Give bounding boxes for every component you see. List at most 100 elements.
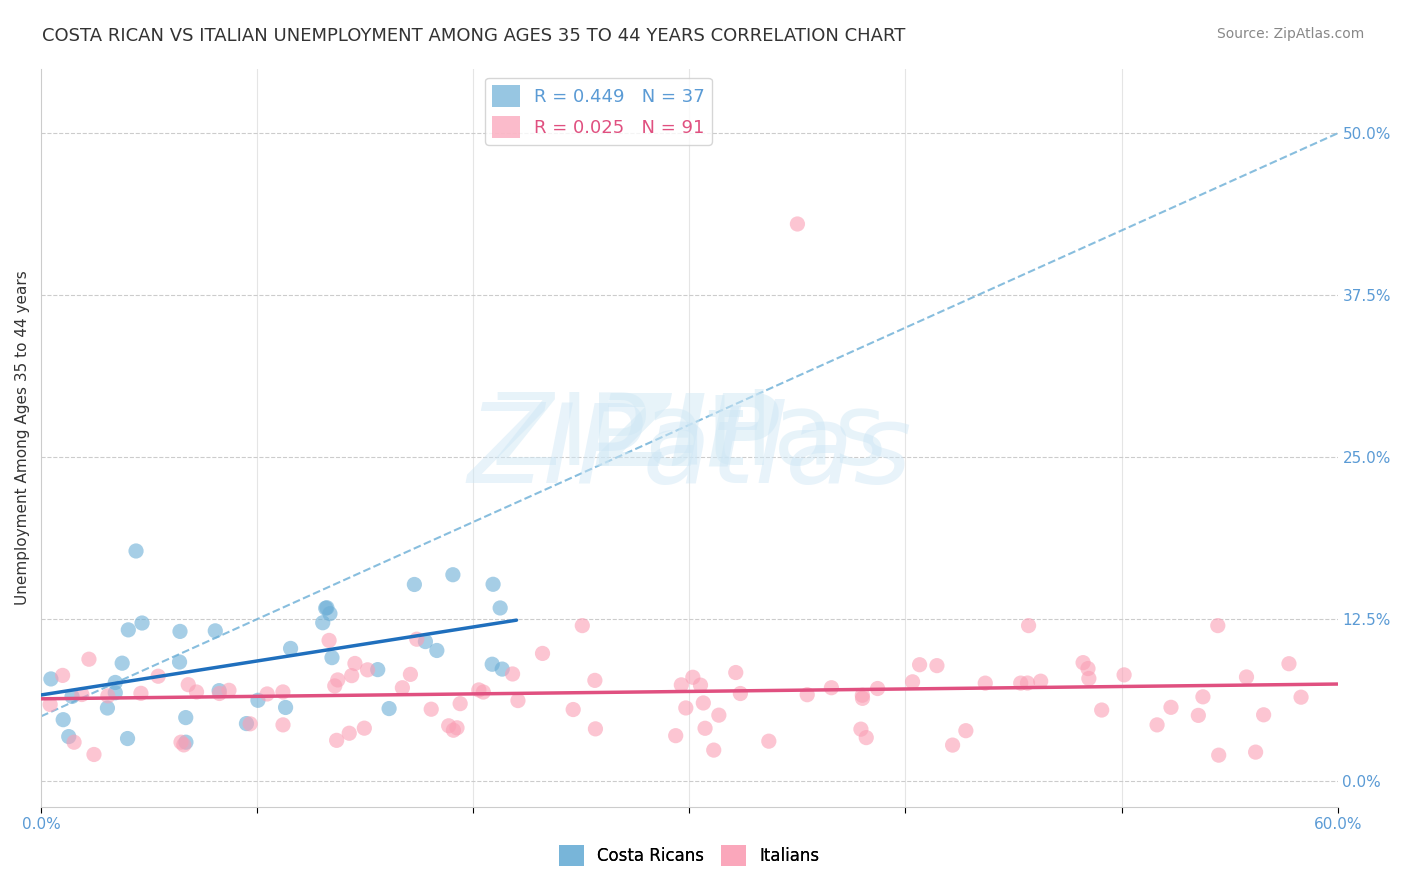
Italians bbox=[1091, 703, 1114, 717]
Costa Ricans bbox=[174, 735, 197, 749]
Italians bbox=[353, 721, 375, 735]
Costa Ricans bbox=[208, 683, 231, 698]
Italians bbox=[955, 723, 977, 738]
Costa Ricans bbox=[174, 710, 197, 724]
Italians bbox=[446, 721, 468, 735]
Italians bbox=[1289, 690, 1312, 705]
Costa Ricans bbox=[482, 577, 505, 591]
Italians bbox=[325, 733, 347, 747]
Costa Ricans bbox=[96, 701, 118, 715]
Italians bbox=[502, 667, 524, 681]
Italians bbox=[326, 673, 349, 687]
Costa Ricans bbox=[60, 690, 83, 704]
Italians bbox=[318, 633, 340, 648]
Italians bbox=[437, 719, 460, 733]
Costa Ricans bbox=[367, 663, 389, 677]
Costa Ricans bbox=[481, 657, 503, 672]
Costa Ricans bbox=[169, 655, 191, 669]
Italians bbox=[693, 721, 716, 735]
Italians bbox=[820, 681, 842, 695]
Italians bbox=[405, 632, 427, 647]
Costa Ricans bbox=[169, 624, 191, 639]
Costa Ricans bbox=[246, 693, 269, 707]
Italians bbox=[449, 697, 471, 711]
Y-axis label: Unemployment Among Ages 35 to 44 years: Unemployment Among Ages 35 to 44 years bbox=[15, 270, 30, 605]
Italians bbox=[1208, 748, 1230, 763]
Italians bbox=[583, 722, 606, 736]
Italians bbox=[786, 217, 808, 231]
Italians bbox=[692, 696, 714, 710]
Italians bbox=[70, 688, 93, 702]
Italians bbox=[730, 686, 752, 700]
Italians bbox=[1071, 656, 1094, 670]
Italians bbox=[1253, 707, 1275, 722]
Costa Ricans bbox=[426, 643, 449, 657]
Italians bbox=[849, 722, 872, 736]
Legend: Costa Ricans, Italians: Costa Ricans, Italians bbox=[553, 838, 827, 872]
Costa Ricans bbox=[58, 730, 80, 744]
Costa Ricans bbox=[39, 672, 62, 686]
Italians bbox=[866, 681, 889, 696]
Italians bbox=[583, 673, 606, 688]
Italians bbox=[689, 678, 711, 692]
Costa Ricans bbox=[415, 634, 437, 648]
Italians bbox=[218, 683, 240, 698]
Italians bbox=[271, 685, 294, 699]
Costa Ricans bbox=[280, 641, 302, 656]
Text: COSTA RICAN VS ITALIAN UNEMPLOYMENT AMONG AGES 35 TO 44 YEARS CORRELATION CHART: COSTA RICAN VS ITALIAN UNEMPLOYMENT AMON… bbox=[42, 27, 905, 45]
Italians bbox=[851, 688, 873, 702]
Costa Ricans bbox=[131, 615, 153, 630]
Italians bbox=[441, 723, 464, 738]
Italians bbox=[796, 688, 818, 702]
Italians bbox=[170, 735, 193, 749]
Italians bbox=[974, 676, 997, 690]
Italians bbox=[146, 669, 169, 683]
Italians bbox=[186, 685, 208, 699]
Italians bbox=[724, 665, 747, 680]
Italians bbox=[1146, 718, 1168, 732]
Italians bbox=[531, 647, 554, 661]
Italians bbox=[1077, 662, 1099, 676]
Italians bbox=[703, 743, 725, 757]
Italians bbox=[665, 729, 688, 743]
Italians bbox=[340, 668, 363, 682]
Costa Ricans bbox=[321, 650, 343, 665]
Italians bbox=[468, 682, 491, 697]
Italians bbox=[942, 738, 965, 752]
Text: ZIPatlas: ZIPatlas bbox=[492, 389, 887, 486]
Italians bbox=[1017, 676, 1039, 690]
Italians bbox=[506, 693, 529, 707]
Italians bbox=[472, 685, 495, 699]
Italians bbox=[675, 701, 697, 715]
Italians bbox=[356, 663, 378, 677]
Italians bbox=[571, 618, 593, 632]
Costa Ricans bbox=[491, 662, 513, 676]
Italians bbox=[77, 652, 100, 666]
Text: ZIP: ZIP bbox=[598, 389, 780, 486]
Costa Ricans bbox=[274, 700, 297, 714]
Text: ZIPatlas: ZIPatlas bbox=[467, 399, 911, 506]
Costa Ricans bbox=[315, 601, 337, 615]
Italians bbox=[851, 691, 873, 706]
Costa Ricans bbox=[315, 600, 337, 615]
Italians bbox=[901, 674, 924, 689]
Italians bbox=[1010, 676, 1032, 690]
Costa Ricans bbox=[117, 623, 139, 637]
Italians bbox=[908, 657, 931, 672]
Italians bbox=[1206, 618, 1229, 632]
Italians bbox=[337, 726, 360, 740]
Italians bbox=[399, 667, 422, 681]
Italians bbox=[758, 734, 780, 748]
Italians bbox=[271, 718, 294, 732]
Italians bbox=[129, 686, 152, 700]
Italians bbox=[83, 747, 105, 762]
Costa Ricans bbox=[319, 607, 342, 621]
Italians bbox=[1244, 745, 1267, 759]
Italians bbox=[173, 738, 195, 752]
Italians bbox=[63, 735, 86, 749]
Italians bbox=[239, 716, 262, 731]
Italians bbox=[1187, 708, 1209, 723]
Italians bbox=[1018, 618, 1040, 632]
Italians bbox=[208, 686, 231, 700]
Italians bbox=[671, 678, 693, 692]
